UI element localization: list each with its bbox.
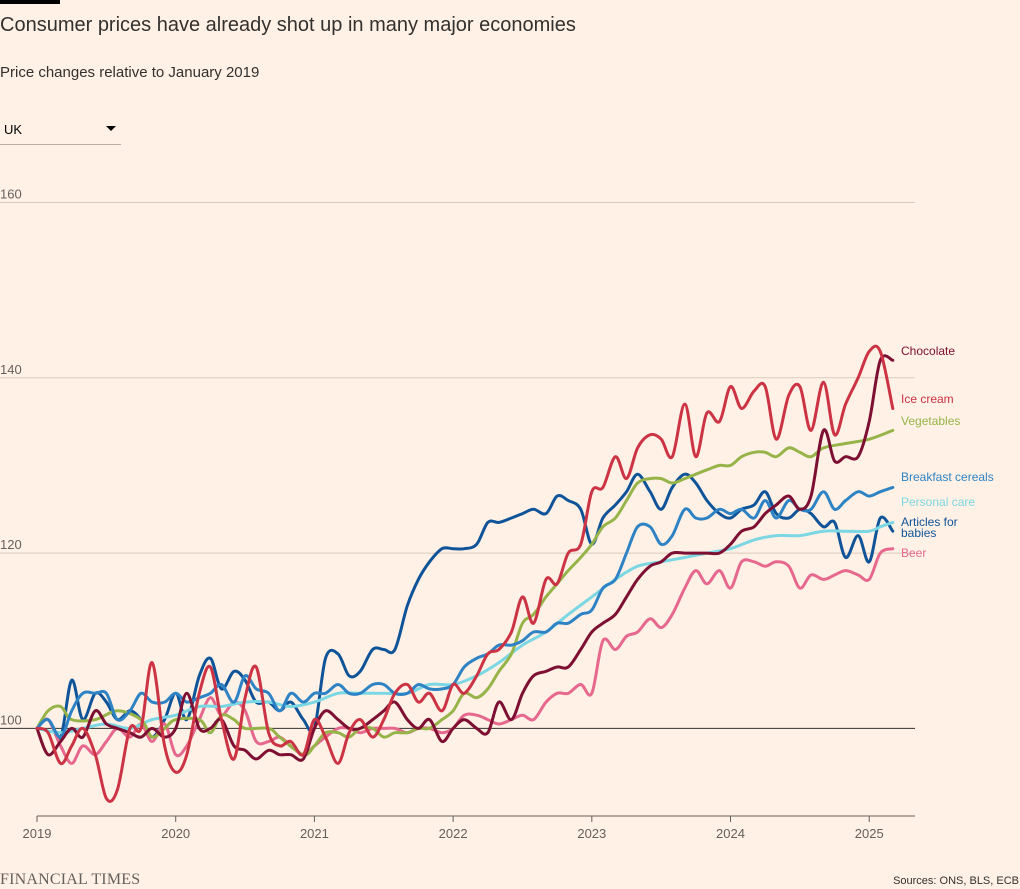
- country-select[interactable]: UK: [0, 114, 121, 145]
- chart-subtitle: Price changes relative to January 2019: [0, 64, 260, 81]
- chart-title: Consumer prices have already shot up in …: [0, 14, 576, 36]
- ft-logo: FINANCIAL TIMES: [0, 871, 141, 888]
- x-tick-label: 2020: [161, 826, 190, 841]
- series-label-vegetables: Vegetables: [901, 414, 960, 428]
- series-label-chocolate: Chocolate: [901, 344, 955, 358]
- x-tick-label: 2022: [439, 826, 468, 841]
- x-tick-label: 2023: [577, 826, 606, 841]
- chevron-down-icon: [106, 126, 116, 131]
- series-label-ice-cream: Ice cream: [901, 392, 954, 406]
- series-line-ice-cream: [35, 344, 895, 803]
- series-line-breakfast-cereals: [35, 485, 895, 739]
- x-tick-label: 2025: [855, 826, 884, 841]
- x-tick-label: 2024: [716, 826, 745, 841]
- series-line-beer: [35, 547, 895, 765]
- y-tick-label: 140: [0, 362, 22, 377]
- series-label-personal-care: Personal care: [901, 495, 975, 509]
- y-tick-label: 160: [0, 187, 22, 202]
- x-tick-label: 2021: [300, 826, 329, 841]
- brand-bar: [0, 0, 60, 4]
- y-tick-label: 120: [0, 537, 22, 552]
- source-note: Sources: ONS, BLS, ECB: [893, 875, 1019, 887]
- x-tick-label: 2019: [23, 826, 52, 841]
- y-tick-label: 100: [0, 712, 22, 727]
- series-label-beer: Beer: [901, 546, 926, 560]
- series-line-chocolate: [35, 354, 895, 762]
- country-select-value: UK: [4, 122, 23, 137]
- series-label-articles-for-babies: Articles for babies: [901, 515, 958, 540]
- series-label-breakfast-cereals: Breakfast cereals: [901, 470, 994, 484]
- series-line-vegetables: [35, 428, 895, 757]
- series-line-articles-for-babies: [35, 472, 895, 740]
